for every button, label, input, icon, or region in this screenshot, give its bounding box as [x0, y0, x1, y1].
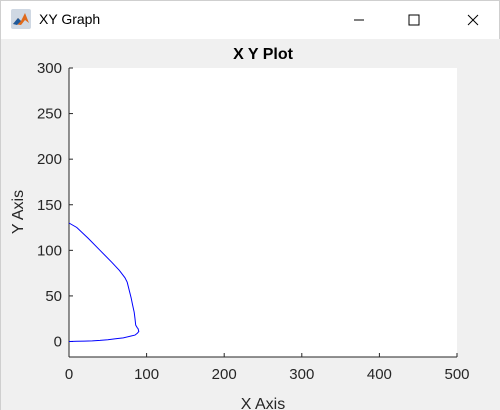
minimize-button[interactable]: [336, 1, 382, 39]
x-axis-label: X Axis: [241, 396, 285, 409]
x-tick-label: 0: [65, 366, 73, 383]
x-tick-label: 500: [444, 366, 469, 383]
x-tick-label: 400: [367, 366, 392, 383]
y-tick-label: 200: [37, 151, 62, 168]
x-tick-label: 200: [212, 366, 237, 383]
close-icon: [467, 14, 479, 26]
plot-title: X Y Plot: [233, 46, 294, 63]
x-tick-label: 300: [289, 366, 314, 383]
y-axis-label: Y Axis: [10, 190, 27, 234]
y-tick-label: 100: [37, 242, 62, 259]
y-tick-label: 300: [37, 60, 62, 77]
axes-area[interactable]: [69, 68, 457, 357]
close-button[interactable]: [450, 1, 496, 39]
y-tick-label: 50: [45, 288, 62, 305]
window-title: XY Graph: [39, 11, 101, 27]
xy-plot[interactable]: X Y Plot 0 100 200 300 400 500 0 50 100 150 200 25…: [1, 39, 499, 409]
maximize-icon: [408, 14, 420, 26]
matlab-icon: [11, 9, 31, 29]
title-bar[interactable]: XY Graph: [1, 1, 499, 39]
minimize-icon: [354, 19, 364, 21]
y-tick-label: 150: [37, 197, 62, 214]
figure-area: X Y Plot 0 100 200 300 400 500 0 50 100 150 200 25…: [1, 39, 500, 410]
series-line: [68, 222, 140, 342]
y-tick-label: 250: [37, 106, 62, 123]
y-tick-label: 0: [54, 334, 62, 351]
maximize-button[interactable]: [391, 1, 437, 39]
x-tick-label: 100: [134, 366, 159, 383]
